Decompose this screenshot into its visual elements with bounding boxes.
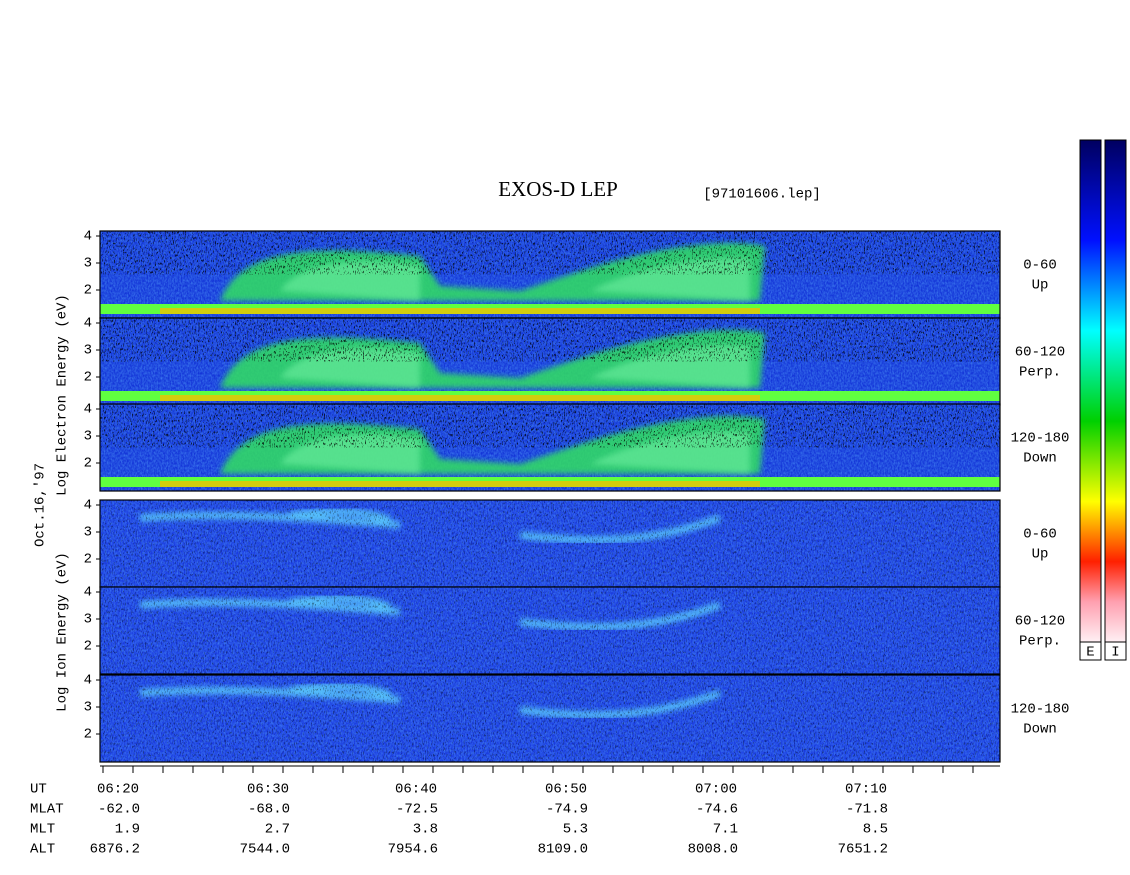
colorbar	[1104, 139, 1127, 643]
orbit-value: -62.0	[98, 802, 140, 818]
energy-tick-label: 4	[84, 402, 92, 418]
spectrogram	[100, 500, 1000, 587]
energy-tick-label: 2	[84, 727, 92, 743]
direction: Up	[1032, 547, 1049, 563]
pitch-angle: 0-60	[1023, 527, 1057, 543]
energy-tick-label: 2	[84, 370, 92, 386]
energy-tick-label: 2	[84, 639, 92, 655]
row-label: MLT	[30, 822, 55, 838]
spectrogram	[100, 404, 1000, 491]
time-tick-label: 06:30	[247, 782, 289, 798]
panel-frame	[99, 403, 1001, 492]
speckle	[100, 500, 1000, 587]
date-label: Oct.16,'97	[33, 463, 49, 547]
orbit-value: 8.5	[863, 822, 888, 838]
energy-tick-label: 4	[84, 229, 92, 245]
colorbar-label: E	[1086, 645, 1094, 661]
energy-tick-label: 3	[84, 525, 92, 541]
orbit-value: 2.7	[265, 822, 290, 838]
orbit-value: 3.8	[413, 822, 438, 838]
orbit-value: 1.9	[115, 822, 140, 838]
energy-tick-label: 4	[84, 498, 92, 514]
energy-tick-label: 3	[84, 700, 92, 716]
orbit-value: -68.0	[248, 802, 290, 818]
orbit-value: -74.9	[546, 802, 588, 818]
speckle	[100, 675, 1000, 762]
low-energy-core	[160, 481, 760, 487]
orbit-value: -74.6	[696, 802, 738, 818]
title: EXOS-D LEP	[498, 177, 618, 201]
energy-tick-label: 2	[84, 552, 92, 568]
time-tick-label: 07:00	[695, 782, 737, 798]
panels: 4 3 2 0-60 Up 4 3 2 60-120 Perp. 4 3 2 120-180 Down 4 3 2…	[84, 229, 1070, 763]
pitch-angle: 120-180	[1011, 702, 1070, 718]
direction: Up	[1032, 278, 1049, 294]
orbit-value: 8109.0	[538, 842, 588, 858]
row-label: ALT	[30, 842, 55, 858]
ion-axis-label: Log Ion Energy (eV)	[55, 552, 71, 712]
orbit-value: 7651.2	[838, 842, 888, 858]
low-energy-core	[160, 395, 760, 401]
panel-frame	[99, 586, 1001, 675]
energy-tick-label: 3	[84, 343, 92, 359]
pitch-angle: 0-60	[1023, 258, 1057, 274]
colorbar	[1079, 139, 1102, 643]
direction: Down	[1023, 722, 1057, 738]
spectrogram	[100, 318, 1000, 405]
speckle	[100, 231, 1000, 275]
colorbar-label-box	[1104, 641, 1127, 661]
orbit-value: 5.3	[563, 822, 588, 838]
orbit-value: 7.1	[713, 822, 738, 838]
time-tick-label: 06:20	[97, 782, 139, 798]
speckle	[100, 587, 1000, 674]
time-tick-label: 06:50	[545, 782, 587, 798]
orbit-value: -71.8	[846, 802, 888, 818]
low-energy-core	[160, 308, 760, 314]
energy-tick-label: 4	[84, 673, 92, 689]
energy-tick-label: 3	[84, 612, 92, 628]
pitch-angle: 60-120	[1015, 614, 1065, 630]
time-tick-label: 06:40	[395, 782, 437, 798]
row-label: MLAT	[30, 802, 64, 818]
energy-tick-label: 3	[84, 256, 92, 272]
time-axis: UT 06:20 06:30 06:40 06:50 07:00 07:10 MLAT -62.…	[30, 765, 1000, 858]
colorbar-label-box	[1079, 641, 1102, 661]
row-label: UT	[30, 782, 47, 798]
orbit-value: -72.5	[396, 802, 438, 818]
direction: Down	[1023, 451, 1057, 467]
orbit-value: 6876.2	[90, 842, 140, 858]
orbit-value: 7544.0	[240, 842, 290, 858]
pitch-angle: 60-120	[1015, 345, 1065, 361]
energy-tick-label: 2	[84, 456, 92, 472]
speckle	[100, 318, 1000, 362]
orbit-value: 8008.0	[688, 842, 738, 858]
spectrogram	[100, 231, 1000, 318]
file-name: [97101606.lep]	[703, 187, 821, 203]
direction: Perp.	[1019, 365, 1061, 381]
energy-tick-label: 4	[84, 316, 92, 332]
energy-tick-label: 4	[84, 585, 92, 601]
time-tick-label: 07:10	[845, 782, 887, 798]
speckle	[100, 404, 1000, 448]
spectrogram	[100, 587, 1000, 674]
direction: Perp.	[1019, 634, 1061, 650]
energy-tick-label: 2	[84, 283, 92, 299]
spectrogram	[100, 675, 1000, 762]
pitch-angle: 120-180	[1011, 431, 1070, 447]
energy-tick-label: 3	[84, 429, 92, 445]
electron-axis-label: Log Electron Energy (eV)	[55, 294, 71, 496]
colorbar-label: I	[1111, 645, 1119, 661]
panel-frame	[99, 674, 1001, 763]
orbit-value: 7954.6	[388, 842, 438, 858]
